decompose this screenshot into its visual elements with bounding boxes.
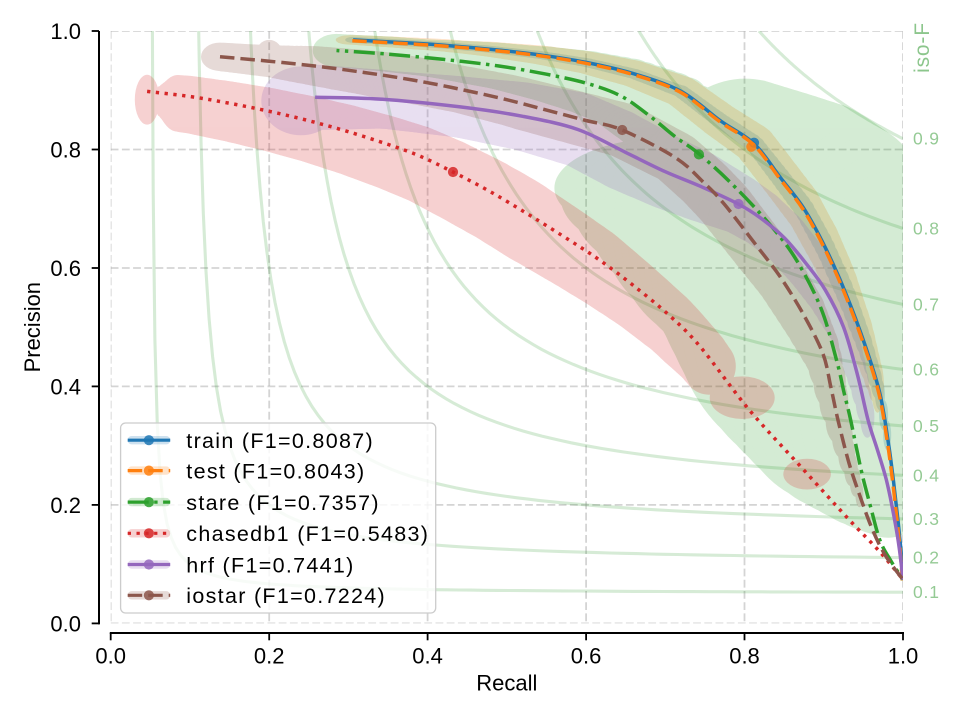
svg-text:0.2: 0.2 — [254, 644, 285, 669]
svg-text:0.9: 0.9 — [913, 129, 940, 149]
svg-text:0.2: 0.2 — [50, 493, 81, 518]
svg-text:0.2: 0.2 — [913, 548, 940, 568]
svg-text:0.3: 0.3 — [913, 509, 940, 529]
svg-text:0.4: 0.4 — [50, 374, 81, 399]
svg-text:0.6: 0.6 — [913, 360, 940, 380]
svg-text:hrf (F1=0.7441): hrf (F1=0.7441) — [186, 553, 354, 577]
svg-text:Precision: Precision — [20, 282, 45, 372]
svg-text:iso-F: iso-F — [911, 22, 934, 73]
svg-text:Recall: Recall — [476, 671, 537, 696]
svg-text:0.8: 0.8 — [729, 644, 760, 669]
svg-text:0.4: 0.4 — [913, 465, 940, 485]
svg-text:stare (F1=0.7357): stare (F1=0.7357) — [186, 491, 380, 515]
svg-text:0.6: 0.6 — [571, 644, 602, 669]
svg-text:0.0: 0.0 — [95, 644, 126, 669]
svg-text:0.8: 0.8 — [50, 138, 81, 163]
svg-text:0.4: 0.4 — [412, 644, 443, 669]
svg-text:1.0: 1.0 — [50, 19, 81, 44]
svg-text:0.5: 0.5 — [913, 416, 940, 436]
svg-text:0.6: 0.6 — [50, 256, 81, 281]
svg-text:test (F1=0.8043): test (F1=0.8043) — [186, 459, 365, 483]
svg-text:0.8: 0.8 — [913, 219, 940, 239]
svg-text:chasedb1 (F1=0.5483): chasedb1 (F1=0.5483) — [186, 522, 429, 546]
svg-text:iostar (F1=0.7224): iostar (F1=0.7224) — [186, 584, 386, 608]
svg-text:1.0: 1.0 — [888, 644, 919, 669]
svg-text:train (F1=0.8087): train (F1=0.8087) — [186, 429, 374, 453]
svg-text:0.1: 0.1 — [913, 582, 940, 602]
svg-text:0.0: 0.0 — [50, 611, 81, 636]
svg-text:0.7: 0.7 — [913, 294, 940, 314]
